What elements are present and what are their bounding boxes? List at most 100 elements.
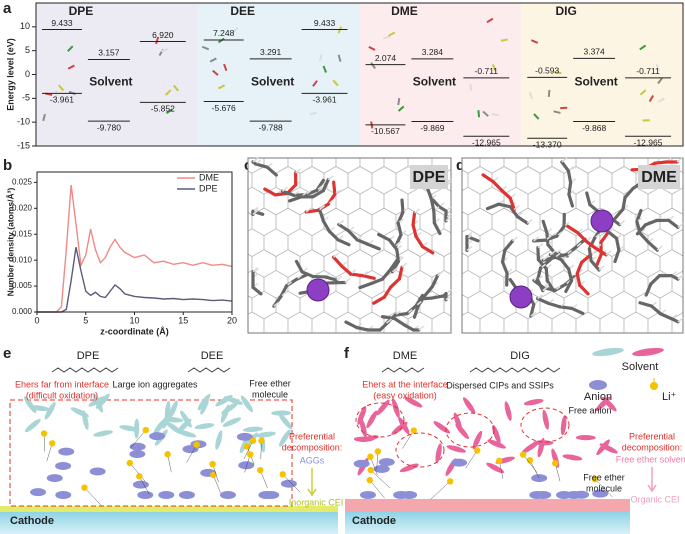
panel-letter: b (3, 157, 12, 174)
level-label: -5.676 (212, 103, 236, 113)
anion (258, 491, 275, 499)
bond (567, 180, 573, 197)
x-tick-label: 15 (178, 315, 188, 325)
bond (649, 304, 663, 316)
li-link (84, 487, 102, 506)
solvent-molecule (279, 429, 291, 447)
bond-h (533, 236, 540, 242)
bond (536, 246, 541, 262)
level-label: -10.567 (371, 126, 400, 136)
y-tick-label: 0.010 (12, 255, 33, 264)
bond (331, 255, 344, 268)
li-ion (49, 440, 56, 447)
schematic-f (353, 396, 618, 500)
y-tick-label: -5 (22, 93, 30, 103)
bond (575, 271, 582, 287)
bond (481, 173, 495, 184)
molecule-stick (547, 89, 551, 98)
bond (635, 220, 642, 235)
solvent-molecule (521, 441, 539, 454)
annotation: AGGs (300, 455, 325, 465)
solvent-molecule (472, 430, 483, 450)
molecule-stick (382, 35, 391, 40)
bond (536, 266, 543, 282)
anion (137, 491, 154, 499)
bond (387, 238, 399, 252)
bond (369, 277, 385, 286)
solvent-molecule (242, 426, 263, 433)
bond (254, 162, 269, 169)
li-link (260, 470, 268, 489)
bond (649, 274, 662, 286)
molecule-stick (388, 31, 396, 37)
bond (430, 274, 440, 289)
level-label: 9.433 (314, 18, 336, 28)
solvent-name: DEE (201, 350, 224, 362)
anion (219, 491, 236, 499)
level-label: -12.965 (634, 138, 663, 148)
panel-letter: f (344, 345, 350, 362)
bond (566, 224, 580, 235)
level-label: 6.920 (152, 30, 174, 40)
solvent-label: Solvent (89, 74, 132, 88)
bond (294, 259, 304, 274)
bond (394, 233, 403, 248)
x-tick-label: 5 (83, 315, 88, 325)
bond-h (385, 318, 392, 324)
level-label: -12.965 (472, 138, 501, 148)
solvent-molecule (29, 405, 50, 412)
solvent-molecule (446, 445, 466, 453)
solvent-molecule (256, 431, 276, 438)
annotation: Organic CEI (630, 494, 679, 504)
li-ion (446, 478, 454, 485)
molecule-stick (67, 64, 75, 70)
bond (560, 160, 570, 173)
molecule-stick (167, 32, 175, 36)
bond (251, 285, 263, 296)
level-label: 9.433 (51, 18, 73, 28)
bond (508, 205, 519, 219)
level-label: -13.370 (533, 139, 562, 149)
bond-h (338, 219, 345, 226)
bond-h (677, 317, 684, 323)
bond (344, 320, 359, 330)
bond-h (336, 275, 343, 281)
li-ion (210, 471, 217, 479)
bond (536, 258, 548, 271)
y-tick-label: 0 (25, 69, 30, 79)
molecule-stick (337, 54, 342, 62)
legend-label: Solvent (622, 361, 659, 373)
bond-h (333, 252, 340, 258)
legend-swatch (632, 347, 664, 357)
anion (573, 490, 590, 499)
bond (643, 218, 659, 227)
bond (349, 272, 365, 278)
bond (411, 223, 418, 239)
bond (432, 209, 436, 225)
li-link (130, 429, 146, 449)
bond-h (252, 209, 259, 216)
molecule-stick (42, 113, 46, 122)
molecule-stick (530, 39, 539, 44)
bond (423, 284, 435, 298)
molecule-sketch (381, 367, 561, 373)
bond (623, 186, 635, 199)
arrow (307, 468, 317, 497)
bond (541, 255, 557, 262)
bond (429, 197, 436, 213)
molecule-stick (528, 91, 533, 100)
bond-h (512, 236, 519, 242)
group-background (521, 3, 683, 146)
li-link (523, 454, 538, 473)
molecule-stick (173, 84, 179, 92)
bond (321, 219, 332, 233)
bond (635, 208, 643, 224)
bond (570, 306, 585, 316)
solvent-name: DPE (77, 350, 100, 362)
level-label: -9.868 (582, 123, 606, 133)
solvent-molecule (404, 397, 423, 408)
bond (584, 239, 598, 251)
level-label: 3.157 (98, 48, 120, 58)
bond (499, 188, 512, 200)
bond (541, 219, 549, 235)
